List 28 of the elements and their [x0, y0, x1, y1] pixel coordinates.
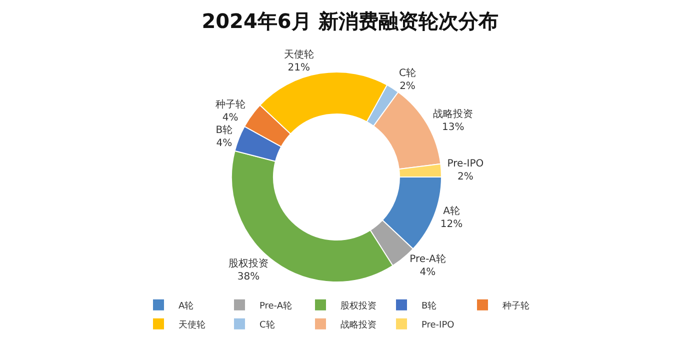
data-label: 4% [420, 266, 436, 278]
data-label: 2% [400, 80, 416, 92]
data-label: 13% [442, 122, 464, 133]
chart-title: 2024年6月 新消费融资轮次分布 [202, 9, 498, 33]
legend-label: Pre-A轮 [260, 300, 292, 312]
slice-label: 股权投资 [228, 258, 269, 270]
legend-label: Pre-IPO [422, 320, 454, 330]
slice-label: B轮 [216, 124, 233, 136]
legend-label: 天使轮 [178, 319, 206, 330]
slice-label: Pre-IPO [447, 158, 484, 170]
data-label: 4% [216, 138, 232, 150]
legend-label: 战略投资 [340, 319, 376, 330]
data-label: 12% [440, 218, 463, 230]
slice-label: Pre-A轮 [410, 252, 446, 265]
legend-label: C轮 [260, 319, 275, 330]
data-label: 4% [222, 112, 238, 124]
legend-label: 股权投资 [340, 300, 376, 312]
legend-label: A轮 [178, 300, 194, 312]
data-label: 2% [458, 171, 474, 182]
slice-label: 战略投资 [433, 108, 474, 120]
data-label: 21% [288, 62, 310, 74]
legend-label: 种子轮 [502, 300, 530, 312]
slice-label: 种子轮 [215, 98, 246, 110]
slice-label: A轮 [443, 204, 460, 217]
data-label: 38% [237, 272, 260, 283]
legend-label: B轮 [422, 300, 437, 312]
slice-label: 天使轮 [284, 48, 314, 61]
slice-label: C轮 [399, 66, 416, 79]
